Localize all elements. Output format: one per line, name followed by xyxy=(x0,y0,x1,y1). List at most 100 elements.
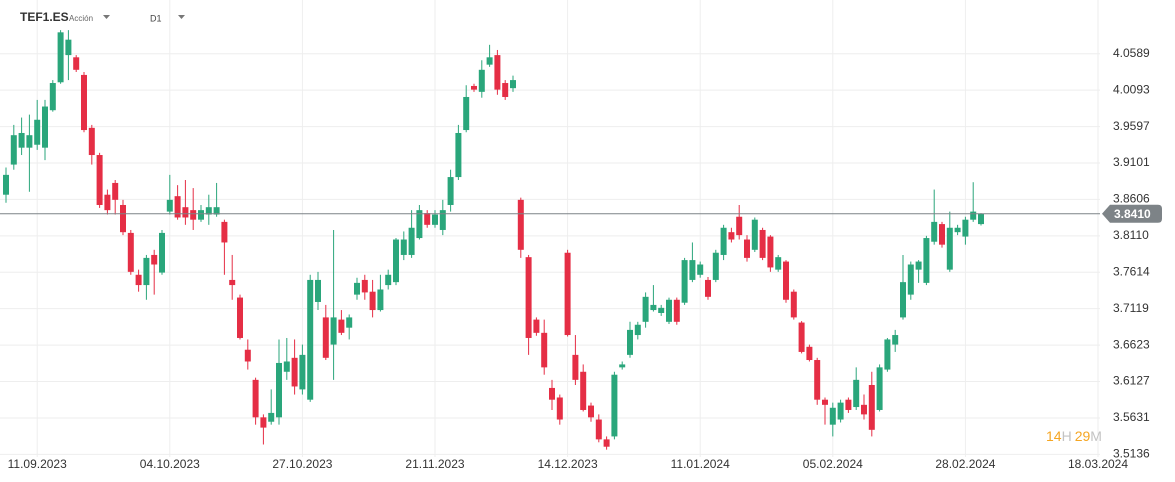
grid xyxy=(0,0,1100,457)
candle-body xyxy=(315,279,321,302)
candle-body xyxy=(502,83,509,97)
y-tick-label: 3.8606 xyxy=(1113,192,1150,206)
candle-body xyxy=(151,254,158,265)
symbol: TEF1.ES xyxy=(20,10,69,24)
candle-body xyxy=(330,317,337,345)
candle-body xyxy=(673,299,680,322)
candle-body xyxy=(962,219,969,237)
candle-body xyxy=(96,155,103,205)
candle-body xyxy=(845,399,852,410)
countdown-minutes-unit: M xyxy=(1090,428,1102,444)
candle-body xyxy=(876,367,883,410)
candle-body xyxy=(478,69,485,92)
candle-body xyxy=(393,239,399,283)
candle-body xyxy=(299,354,306,390)
y-tick-label: 3.7119 xyxy=(1113,301,1149,315)
candle-body xyxy=(744,239,750,258)
instrument-type: Acción xyxy=(69,14,93,23)
candle-body xyxy=(26,135,33,148)
candle-body xyxy=(681,260,688,303)
candle-body xyxy=(759,229,766,258)
countdown-minutes: 29 xyxy=(1075,428,1091,444)
candle-body xyxy=(447,177,454,205)
candle-body xyxy=(603,439,610,447)
candle-body xyxy=(642,296,649,322)
y-tick-label: 3.9597 xyxy=(1113,119,1150,133)
candle-body xyxy=(619,364,626,368)
candle-body xyxy=(408,227,415,255)
x-tick-label: 28.02.2024 xyxy=(935,457,995,471)
candle-body xyxy=(244,349,251,362)
candle-body xyxy=(580,371,587,410)
candle-body xyxy=(42,106,48,148)
candle-body xyxy=(666,299,672,322)
candle-body xyxy=(510,80,516,89)
y-tick-label: 4.0589 xyxy=(1113,46,1150,60)
candle-body xyxy=(112,182,119,200)
candle-body xyxy=(400,239,407,255)
candle-body xyxy=(174,196,181,218)
candle-body xyxy=(931,221,938,242)
candle-body xyxy=(829,407,836,425)
candle-body xyxy=(377,289,384,311)
candle-body xyxy=(806,346,813,361)
candle-body xyxy=(104,194,111,211)
countdown: 14H 29M xyxy=(1046,428,1102,444)
candle-body xyxy=(720,227,727,255)
candle-body xyxy=(198,210,204,220)
candle-body xyxy=(268,412,275,422)
candle-body xyxy=(650,304,657,311)
last-price-tag xyxy=(1102,204,1162,223)
candle-body xyxy=(751,219,758,250)
candle-body xyxy=(798,322,805,352)
timeframe[interactable]: D1 xyxy=(150,13,162,23)
candle-body xyxy=(135,274,142,286)
candle-body xyxy=(322,317,329,358)
y-tick-label: 3.5136 xyxy=(1113,447,1150,461)
candle-body xyxy=(213,207,220,215)
candle-body xyxy=(252,379,259,418)
x-tick-label: 11.01.2024 xyxy=(671,457,730,471)
candle-body xyxy=(549,387,555,400)
candle-body xyxy=(143,257,150,286)
candle-body xyxy=(369,291,376,311)
y-tick-label: 3.6623 xyxy=(1113,337,1150,351)
candle-body xyxy=(455,132,462,178)
timeframe-dropdown[interactable] xyxy=(178,15,185,19)
candle-body xyxy=(790,291,797,318)
candle-body xyxy=(689,260,696,280)
candle-body xyxy=(595,419,602,440)
candle-body xyxy=(783,261,789,300)
candle-body xyxy=(900,282,906,318)
x-tick-label: 05.02.2024 xyxy=(803,457,863,471)
candle-body xyxy=(954,227,961,233)
y-tick-label: 4.0093 xyxy=(1113,82,1150,96)
candle-body xyxy=(471,85,477,90)
candle-body xyxy=(361,279,368,293)
candle-body xyxy=(65,39,72,56)
candle-body xyxy=(88,127,95,156)
candle-body xyxy=(907,264,914,295)
last-price-label: 3.8410 xyxy=(1114,207,1151,221)
candle-body xyxy=(564,252,571,336)
candle-body xyxy=(81,74,87,131)
candle-body xyxy=(923,238,930,283)
symbol-dropdown[interactable] xyxy=(103,15,110,19)
candle-body xyxy=(463,96,470,131)
candle-body xyxy=(385,274,392,286)
candle-body xyxy=(541,332,548,368)
candle-body xyxy=(49,83,56,111)
candle-body xyxy=(939,224,945,245)
candle-body xyxy=(57,32,64,83)
countdown-hours-unit: H xyxy=(1062,428,1072,444)
candle-body xyxy=(190,210,197,220)
candle-body xyxy=(533,319,540,333)
candle-body xyxy=(120,204,126,233)
candle-body xyxy=(416,210,423,239)
candle-body xyxy=(432,214,438,225)
candle-body xyxy=(978,213,984,225)
y-tick-label: 3.5631 xyxy=(1113,410,1150,424)
candle-body xyxy=(697,264,704,275)
candle-body xyxy=(728,232,735,240)
